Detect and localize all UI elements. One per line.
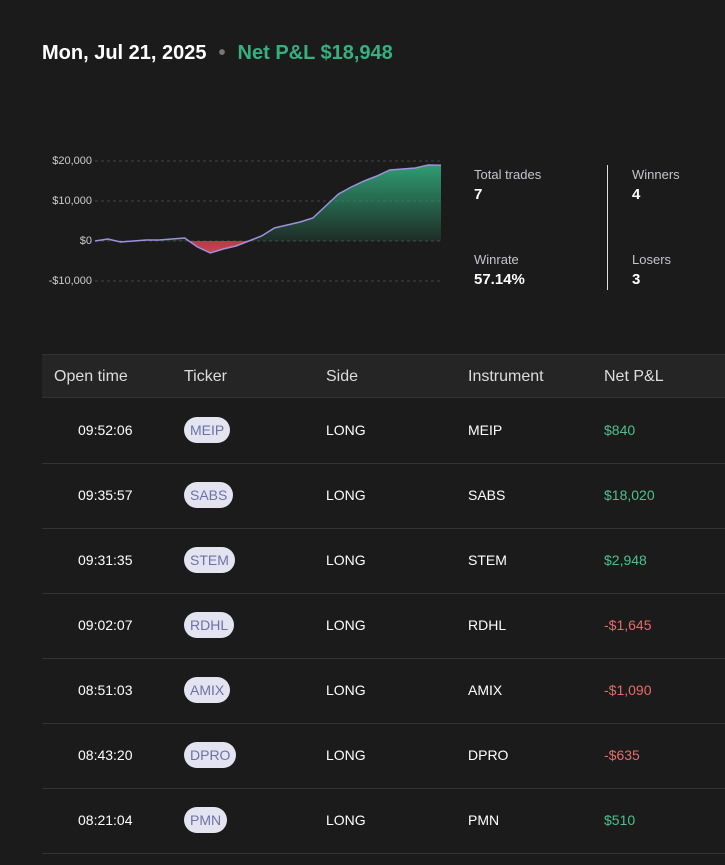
row-divider bbox=[42, 463, 725, 464]
trades-table: Open time Ticker Side Instrument Net P&L 09:5… bbox=[42, 354, 725, 865]
header: Mon, Jul 21, 2025 • Net P&L $18,948 bbox=[42, 42, 393, 65]
stat-value: 7 bbox=[474, 186, 483, 203]
ticker: MEIP bbox=[184, 417, 231, 443]
ticker: SABS bbox=[184, 482, 234, 508]
ticker-pill[interactable]: RDHL bbox=[184, 612, 235, 638]
row-divider bbox=[42, 658, 725, 659]
line bbox=[94, 164, 442, 254]
net-pnl: $840 bbox=[604, 422, 636, 438]
open-time: 08:21:04 bbox=[78, 812, 133, 828]
instrument: MEIP bbox=[468, 422, 503, 438]
stat-label: Total trades bbox=[474, 167, 542, 182]
table-header: Open time Ticker Side Instrument Net P&L bbox=[42, 354, 725, 398]
row-divider bbox=[42, 528, 725, 529]
stat-value: 3 bbox=[632, 271, 641, 288]
open-time: 09:31:35 bbox=[78, 552, 133, 568]
instrument: RDHL bbox=[468, 617, 507, 633]
side: LONG bbox=[326, 747, 366, 763]
column-header: Ticker bbox=[184, 368, 227, 385]
open-time: 09:52:06 bbox=[78, 422, 133, 438]
separator: • bbox=[218, 42, 226, 64]
stat-label: Losers bbox=[632, 252, 672, 267]
stat-value: 4 bbox=[632, 186, 641, 203]
ticker-pill[interactable]: PMN bbox=[184, 807, 228, 833]
net-pnl: -$1,645 bbox=[604, 617, 652, 633]
column-header: Instrument bbox=[468, 368, 544, 385]
instrument: PMN bbox=[468, 812, 500, 828]
chart: $20,000 $10,000 $0 -$10,000 bbox=[49, 155, 442, 287]
instrument: DPRO bbox=[468, 747, 509, 763]
ticker: DPRO bbox=[184, 742, 237, 768]
row-divider bbox=[42, 723, 725, 724]
ticker-pill[interactable]: MEIP bbox=[184, 417, 231, 443]
row-divider bbox=[42, 593, 725, 594]
ticker-pill[interactable]: SABS bbox=[184, 482, 234, 508]
net-pnl: $18,020 bbox=[604, 487, 655, 503]
ticker-pill[interactable]: AMIX bbox=[184, 677, 231, 703]
open-time: 09:35:57 bbox=[78, 487, 133, 503]
ticker-pill[interactable]: STEM bbox=[184, 547, 235, 573]
ticker: AMIX bbox=[184, 677, 231, 703]
stat-label: Winners bbox=[632, 167, 680, 182]
open-time: 09:02:07 bbox=[78, 617, 133, 633]
side: LONG bbox=[326, 422, 366, 438]
side: LONG bbox=[326, 812, 366, 828]
ticker: STEM bbox=[184, 547, 235, 573]
y-tick-label: $0 bbox=[80, 235, 92, 247]
net-pnl: Net P&L $18,948 bbox=[237, 42, 393, 64]
ticker: RDHL bbox=[184, 612, 235, 638]
side: LONG bbox=[326, 552, 366, 568]
instrument: SABS bbox=[468, 487, 506, 503]
net-pnl: $2,948 bbox=[604, 552, 647, 568]
net-pnl: -$635 bbox=[604, 747, 640, 763]
instrument: STEM bbox=[468, 552, 507, 568]
instrument: AMIX bbox=[468, 682, 503, 698]
open-time: 08:43:20 bbox=[78, 747, 133, 763]
side: LONG bbox=[326, 617, 366, 633]
divider bbox=[607, 165, 608, 290]
net-pnl: $510 bbox=[604, 812, 636, 828]
stat-value: 57.14% bbox=[474, 271, 525, 288]
y-tick-label: $10,000 bbox=[52, 195, 92, 207]
side: LONG bbox=[326, 682, 366, 698]
row-divider bbox=[42, 788, 725, 789]
ticker: PMN bbox=[184, 807, 228, 833]
net-pnl: -$1,090 bbox=[604, 682, 652, 698]
date: Mon, Jul 21, 2025 bbox=[42, 42, 207, 64]
open-time: 08:51:03 bbox=[78, 682, 133, 698]
y-tick-label: -$10,000 bbox=[49, 275, 92, 287]
y-tick-label: $20,000 bbox=[52, 155, 92, 167]
row-divider bbox=[42, 853, 725, 854]
ticker-pill[interactable]: DPRO bbox=[184, 742, 237, 768]
column-header: Side bbox=[326, 368, 359, 385]
column-header: Open time bbox=[54, 368, 128, 385]
area-positive bbox=[95, 165, 441, 241]
column-header: Net P&L bbox=[604, 368, 664, 385]
stat-label: Winrate bbox=[474, 252, 519, 267]
side: LONG bbox=[326, 487, 366, 503]
